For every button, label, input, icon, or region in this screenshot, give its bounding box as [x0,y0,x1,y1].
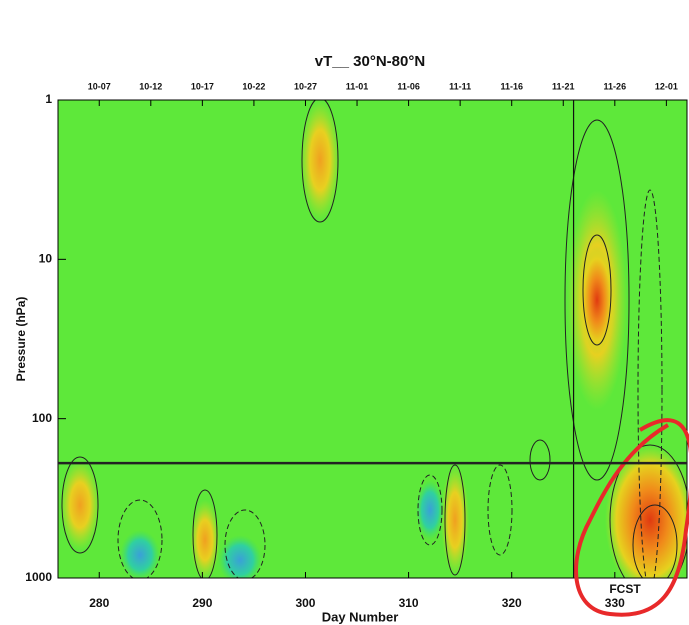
x-tick-label: 290 [192,596,212,610]
x2-tick-label: 11-16 [500,81,523,91]
x2-tick-label: 10-27 [294,81,317,91]
chart-title: vT__ 30°N-80°N [315,53,425,70]
x2-tick-label: 11-01 [346,81,369,91]
blob [605,445,687,578]
x-tick-label: 330 [605,596,625,610]
blob [218,535,262,578]
y-tick-label: 1 [45,92,52,106]
y-tick-label: 1000 [25,570,52,584]
x2-tick-label: 10-17 [191,81,214,91]
blob [300,100,340,220]
x2-tick-label: 10-22 [242,81,265,91]
x2-tick-label: 11-11 [449,81,471,91]
blob [120,530,160,578]
contours [61,100,687,578]
x2-tick-label: 10-12 [139,81,162,91]
x2-tick-label: 11-21 [552,81,575,91]
x-tick-label: 300 [295,596,315,610]
y-axis-label: Pressure (hPa) [14,297,28,382]
blob [60,460,100,550]
blob [190,500,220,578]
blob [579,245,615,355]
x2-tick-label: 11-06 [397,81,420,91]
x2-tick-label: 12-01 [655,81,678,91]
field [58,100,687,578]
blob [416,480,444,540]
x-tick-label: 320 [502,596,522,610]
highlight-circle [574,418,689,617]
x2-tick-label: 10-07 [88,81,111,91]
x-tick-label: 310 [399,596,419,610]
x-axis-label: Day Number [322,609,399,624]
plot-frame [57,99,688,579]
blob [441,465,469,575]
y-tick-label: 10 [39,252,53,266]
annotation: FCST [609,582,641,596]
x-tick-label: 280 [89,596,109,610]
x2-tick-label: 11-26 [604,81,627,91]
y-tick-label: 100 [32,411,52,425]
